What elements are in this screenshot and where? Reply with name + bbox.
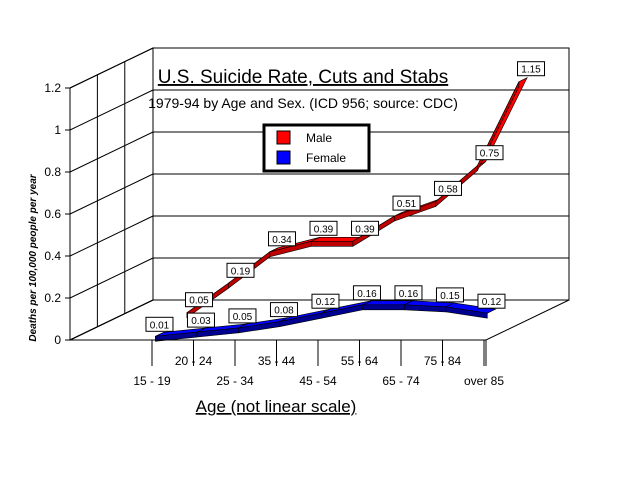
gridline-side — [69, 257, 154, 299]
data-label: 0.58 — [434, 180, 463, 196]
chart-subtitle: 1979-94 by Age and Sex. (ICD 956; source… — [148, 95, 458, 111]
data-label: 0.05 — [185, 292, 214, 308]
x-tick-label: 25 - 34 — [216, 374, 254, 388]
data-label: 0.19 — [226, 262, 255, 278]
x-tick-label: 20 - 24 — [175, 354, 213, 368]
svg-text:0.58: 0.58 — [438, 184, 458, 195]
svg-text:0.39: 0.39 — [314, 224, 334, 235]
ribbon-edge — [311, 241, 354, 247]
data-label: 0.05 — [228, 308, 257, 324]
x-tick-label: 55 - 64 — [341, 354, 379, 368]
data-label: 0.15 — [435, 287, 464, 303]
svg-text:0.08: 0.08 — [274, 306, 294, 317]
svg-text:0.51: 0.51 — [397, 199, 417, 210]
legend-swatch-male — [276, 130, 291, 145]
data-label: 0.08 — [269, 302, 298, 318]
svg-text:0.12: 0.12 — [316, 297, 336, 308]
x-tick-label: 45 - 54 — [299, 374, 337, 388]
svg-text:0.16: 0.16 — [357, 289, 377, 300]
y-axis-title: Deaths per 100,000 people per year — [28, 173, 39, 341]
x-tick-label: 65 - 74 — [382, 374, 420, 388]
y-tick-label: 1.2 — [44, 81, 61, 95]
svg-text:0.05: 0.05 — [189, 296, 209, 307]
gridline-side — [69, 299, 154, 341]
legend-swatch-female — [276, 150, 291, 165]
data-label: 1.15 — [517, 61, 546, 77]
data-label: 0.34 — [268, 231, 297, 247]
svg-text:0.12: 0.12 — [482, 297, 502, 308]
y-tick-label: 1 — [54, 123, 61, 137]
svg-text:0.03: 0.03 — [191, 316, 211, 327]
svg-text:0.01: 0.01 — [150, 320, 170, 331]
ribbon-edge — [362, 304, 405, 311]
y-tick-label: 0.2 — [44, 291, 61, 305]
data-label: 0.16 — [394, 285, 423, 301]
svg-text:0.34: 0.34 — [272, 235, 292, 246]
gridline-side — [69, 173, 154, 215]
svg-text:0.39: 0.39 — [355, 224, 375, 235]
svg-text:1.15: 1.15 — [521, 65, 541, 76]
gridline-side — [69, 215, 154, 257]
svg-text:0.75: 0.75 — [480, 149, 500, 160]
data-label: 0.39 — [351, 220, 380, 236]
data-label: 0.12 — [477, 293, 506, 309]
svg-text:0.16: 0.16 — [399, 289, 419, 300]
data-label-layer: 0.05 0.19 0.34 0.39 0.39 0.51 0.58 0.75 1.15 0.01… — [145, 61, 546, 332]
legend-label-female: Female — [306, 151, 346, 165]
y-tick-label: 0.6 — [44, 207, 61, 221]
series-female — [155, 300, 497, 342]
legend: Male Female — [262, 123, 371, 173]
y-tick-label: 0.4 — [44, 249, 61, 263]
data-label: 0.75 — [475, 145, 504, 161]
x-tick-label: over 85 — [464, 374, 504, 388]
data-label: 0.03 — [186, 312, 215, 328]
data-label: 0.39 — [309, 220, 338, 236]
x-tick-label: 75 - 84 — [424, 354, 462, 368]
x-tick-label: 35 - 44 — [258, 354, 296, 368]
svg-text:0.05: 0.05 — [233, 312, 253, 323]
chart-title: U.S. Suicide Rate, Cuts and Stabs — [158, 67, 448, 88]
legend-label-male: Male — [306, 131, 332, 145]
y-tick-label: 0 — [54, 333, 61, 347]
data-label: 0.01 — [145, 316, 174, 332]
ribbon-edge — [445, 306, 488, 319]
data-label: 0.51 — [392, 195, 421, 211]
gridline-side — [69, 131, 154, 173]
x-axis-title: Age (not linear scale) — [196, 397, 357, 416]
y-tick-label: 0.8 — [44, 165, 61, 179]
data-label: 0.12 — [311, 293, 340, 309]
gridline-side — [69, 47, 154, 89]
data-label: 0.16 — [352, 285, 381, 301]
gridline-side — [69, 89, 154, 131]
x-tick-label: 15 - 19 — [133, 374, 171, 388]
svg-text:0.19: 0.19 — [231, 266, 251, 277]
svg-text:0.15: 0.15 — [440, 291, 460, 302]
